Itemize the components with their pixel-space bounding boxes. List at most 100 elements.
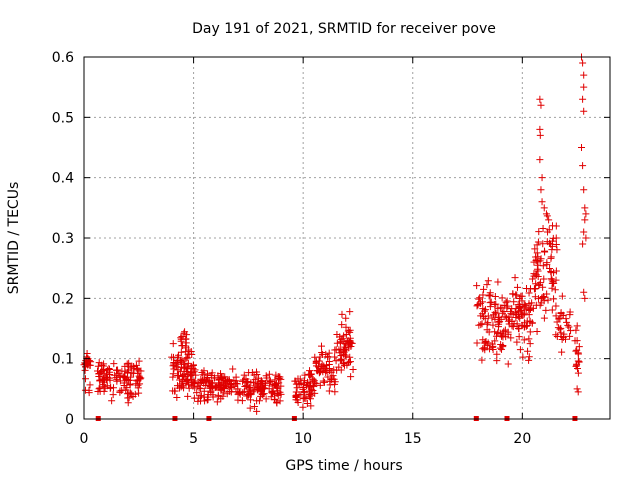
data-point [337, 338, 345, 346]
data-point [306, 367, 314, 375]
data-point [525, 353, 533, 361]
data-point [238, 397, 246, 405]
data-point [579, 162, 587, 170]
data-point [296, 375, 304, 383]
data-point [178, 356, 186, 364]
data-point [558, 348, 566, 356]
data-point [321, 378, 329, 386]
data-point [539, 240, 547, 248]
data-point [525, 289, 533, 297]
data-point [86, 381, 94, 389]
data-point [337, 355, 345, 363]
data-point [184, 392, 192, 400]
data-point [573, 346, 581, 354]
data-point [557, 324, 565, 332]
data-point [181, 360, 189, 368]
data-point [518, 297, 526, 305]
data-point [542, 306, 550, 314]
data-point [544, 228, 552, 236]
data-point [169, 373, 177, 381]
data-point [123, 384, 131, 392]
data-point [574, 357, 582, 365]
data-point [103, 382, 111, 390]
data-point [519, 353, 527, 361]
data-point [345, 358, 353, 366]
data-point [94, 387, 102, 395]
data-point [243, 392, 251, 400]
data-point [532, 301, 540, 309]
data-point [201, 381, 209, 389]
data-point [538, 174, 546, 182]
data-point [177, 357, 185, 365]
data-point [564, 321, 572, 329]
data-point [580, 83, 588, 91]
data-point [580, 228, 588, 236]
grid [84, 56, 610, 419]
data-point [539, 225, 547, 233]
data-point [579, 240, 587, 248]
data-point [99, 374, 107, 382]
data-point [200, 387, 208, 395]
data-point [525, 356, 533, 364]
data-point [538, 198, 546, 206]
data-point [191, 366, 199, 374]
data-point [548, 284, 556, 292]
data-point [207, 382, 215, 390]
data-point [193, 389, 201, 397]
data-point [293, 384, 301, 392]
data-point [552, 331, 560, 339]
data-point [338, 310, 346, 318]
data-point [574, 388, 582, 396]
data-point [347, 373, 355, 381]
data-point [549, 222, 557, 230]
x-tick-label: 5 [189, 431, 198, 447]
data-point [328, 376, 336, 384]
data-point [550, 295, 558, 303]
data-point [540, 314, 548, 322]
data-point [536, 156, 544, 164]
axis-ticks: 0 5 10 15 20 0 0.1 0.2 0.3 0.4 0.5 0.6 [52, 50, 610, 447]
data-point [131, 390, 139, 398]
data-point [124, 369, 132, 377]
data-point [85, 389, 93, 397]
data-point [266, 378, 274, 386]
data-point [221, 373, 229, 381]
data-point [552, 302, 560, 310]
data-point [99, 367, 107, 375]
data-point [551, 286, 559, 294]
data-point [234, 385, 242, 393]
x-tick-label: 0 [80, 431, 89, 447]
y-tick-label: 0.4 [52, 171, 74, 187]
data-point [113, 366, 121, 374]
data-point [481, 315, 489, 323]
data-point [541, 248, 549, 256]
data-point [478, 310, 486, 318]
data-point [575, 343, 583, 351]
data-point [110, 360, 118, 368]
data-point [578, 144, 586, 151]
data-point [478, 320, 486, 328]
data-point [250, 371, 258, 379]
data-point [493, 357, 501, 365]
data-point [183, 354, 191, 362]
data-point [102, 376, 110, 384]
data-point [558, 292, 566, 300]
data-point [321, 366, 329, 374]
data-point [582, 210, 590, 218]
data-point [232, 377, 240, 385]
data-point [253, 407, 261, 415]
data-point [349, 366, 357, 374]
data-point [581, 204, 589, 212]
data-point [226, 377, 234, 385]
data-point [250, 386, 258, 394]
data-point [82, 375, 90, 383]
data-point [517, 292, 525, 300]
data-point [169, 362, 177, 370]
data-point [255, 374, 263, 382]
data-point [556, 314, 564, 322]
data-point [573, 385, 581, 393]
x-tick-label: 10 [294, 431, 312, 447]
data-point [324, 353, 332, 361]
data-point [130, 369, 138, 377]
